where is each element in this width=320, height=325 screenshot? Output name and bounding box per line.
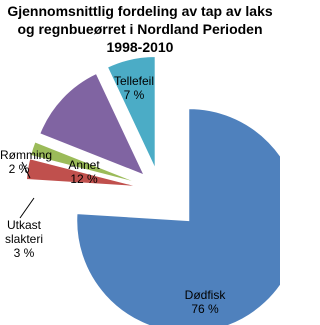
leader-line [19,197,35,219]
slice-label: Utkast slakteri 3 % [0,218,48,260]
value-label: 2 % [8,162,30,176]
category: Tellefeil [113,74,155,88]
value-label: 3 % [13,246,35,260]
slice-label: Dødfisk 76 % [170,288,240,316]
value-label: 76 % [191,302,219,316]
slice-label: Annet 12 % [62,158,106,186]
category: Rømming [0,148,53,162]
slice-label: Rømming 2 % [0,148,53,176]
slice-label: Tellefeil 7 % [104,74,164,102]
pie-slice [106,56,156,169]
pie-slice [29,141,140,184]
category: Dødfisk [184,288,226,302]
chart: Gjennomsnittlig fordeling av tap av laks… [0,3,280,325]
pie-slice [76,108,280,325]
pie-area [19,56,280,325]
pie-slice [39,72,145,176]
value-label: 12 % [70,172,98,186]
category: Annet [68,158,100,172]
leader-line [21,161,31,179]
value-label: 7 % [123,88,145,102]
chart-title: Gjennomsnittlig fordeling av tap av laks… [7,3,273,55]
category: Utkast slakteri [4,218,43,246]
pie-slice [25,158,139,188]
